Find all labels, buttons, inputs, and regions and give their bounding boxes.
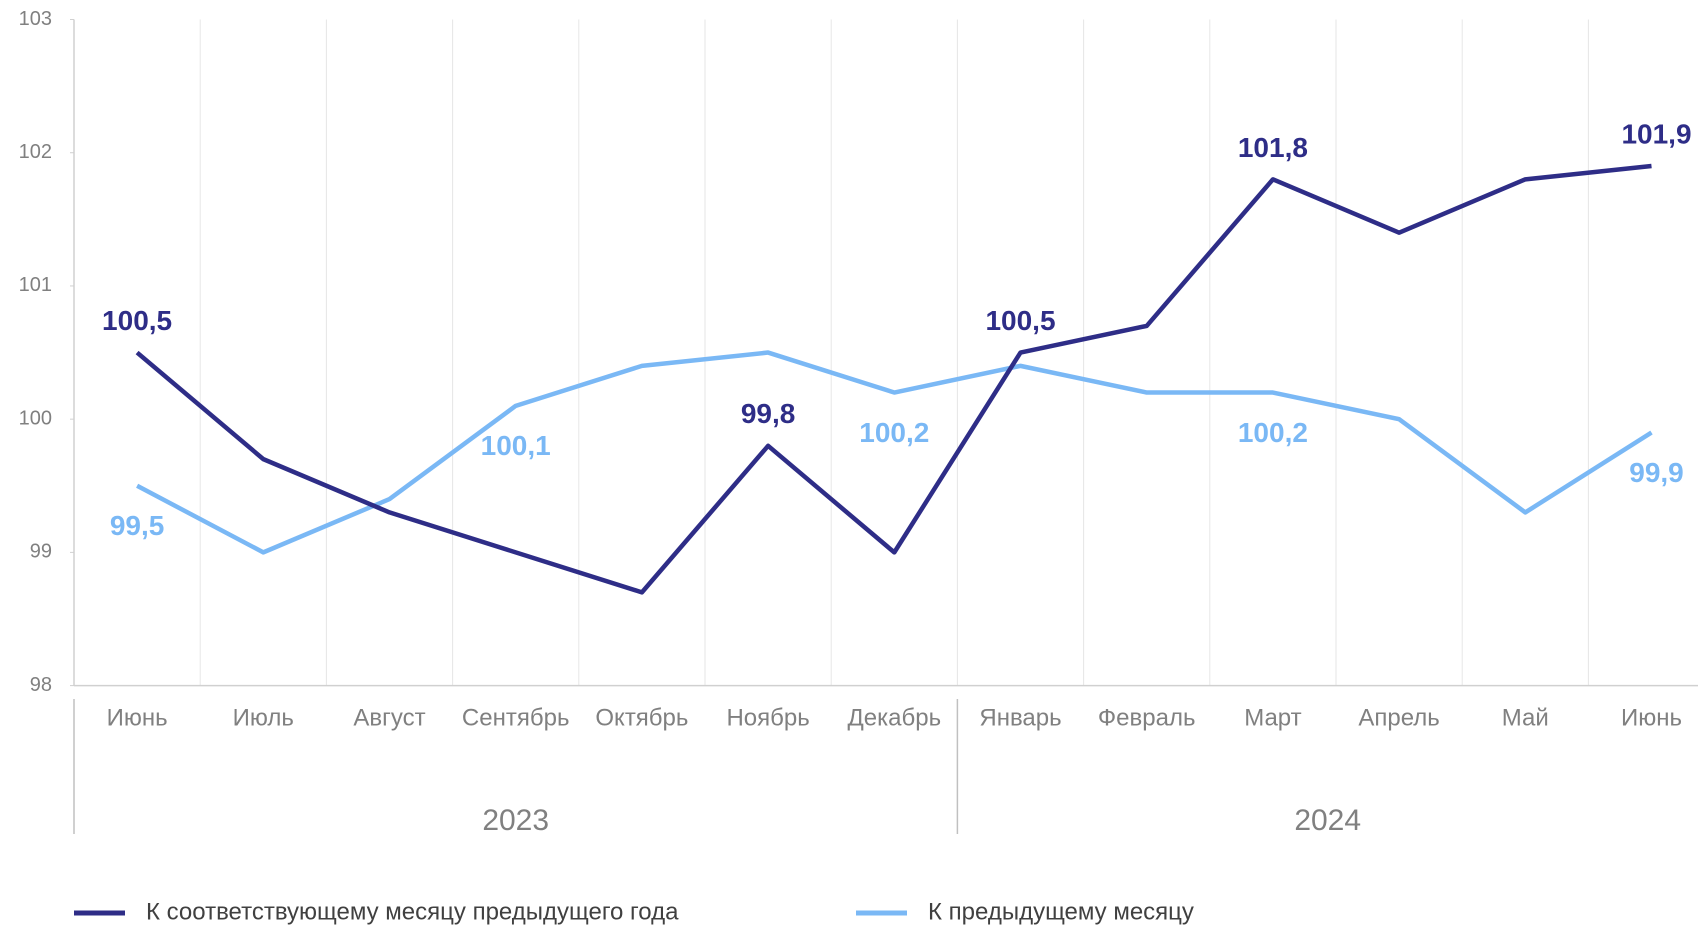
y-tick-label: 103 — [19, 8, 52, 30]
y-tick-label: 102 — [19, 141, 52, 163]
data-label: 101,8 — [1238, 132, 1308, 163]
data-label: 100,2 — [859, 417, 929, 448]
x-tick-label: Сентябрь — [462, 704, 570, 731]
x-tick-label: Август — [353, 704, 425, 731]
data-label: 100,1 — [481, 430, 551, 461]
data-label: 99,8 — [741, 398, 796, 429]
y-tick-label: 99 — [30, 541, 52, 563]
x-tick-label: Январь — [979, 704, 1061, 731]
x-tick-label: Июль — [233, 704, 294, 731]
data-label: 100,2 — [1238, 417, 1308, 448]
x-tick-label: Июнь — [107, 704, 168, 731]
data-label: 99,5 — [110, 510, 165, 541]
x-tick-label: Ноябрь — [726, 704, 809, 731]
data-label: 100,5 — [102, 305, 172, 336]
x-tick-label: Март — [1244, 704, 1301, 731]
legend-label: К предыдущему месяцу — [928, 898, 1194, 925]
x-tick-label: Февраль — [1098, 704, 1196, 731]
y-tick-label: 98 — [30, 674, 52, 696]
legend-label: К соответствующему месяцу предыдущего го… — [146, 898, 679, 925]
x-tick-label: Октябрь — [595, 704, 688, 731]
data-label: 100,5 — [985, 305, 1055, 336]
x-tick-label: Май — [1502, 704, 1549, 731]
y-tick-label: 101 — [19, 274, 52, 296]
group-label: 2023 — [482, 804, 549, 837]
series-line — [135, 163, 1652, 595]
data-label: 99,9 — [1629, 457, 1684, 488]
x-tick-label: Апрель — [1358, 704, 1439, 731]
x-tick-label: Декабрь — [848, 704, 942, 731]
y-tick-label: 100 — [19, 407, 52, 429]
group-label: 2024 — [1294, 804, 1361, 837]
data-label: 101,9 — [1621, 118, 1691, 149]
series-line — [136, 350, 1653, 555]
x-tick-label: Июнь — [1621, 704, 1682, 731]
